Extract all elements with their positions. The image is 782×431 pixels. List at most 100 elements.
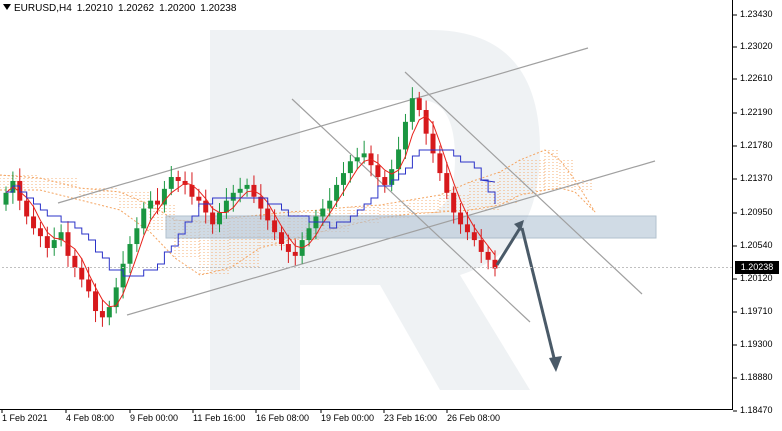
chart-header: EURUSD,H4 1.20210 1.20262 1.20200 1.20238 [3,3,236,14]
candle-body [485,251,491,260]
y-tick-label: 1.22610 [740,73,773,83]
candle-body [106,307,112,318]
channel-lower-line [126,160,656,316]
candle-body [86,279,92,292]
watermark-logo [210,30,540,390]
candle-body [444,173,450,193]
candle-body [492,259,498,269]
candle-body [175,177,181,181]
candle-body [24,200,30,217]
candle-body [127,244,133,264]
high-value: 1.20262 [117,3,155,14]
y-tick-label: 1.22190 [740,107,773,117]
symbol-label: EURUSD,H4 [14,3,72,14]
x-tick-label: 23 Feb 16:00 [384,413,438,423]
y-tick-label: 1.18880 [740,372,773,382]
close-value: 1.20238 [200,3,237,14]
forecast-up-line [495,227,522,266]
y-tick-label: 1.19710 [740,306,773,316]
candle-body [203,200,209,213]
candle-body [382,177,388,185]
candle-body [113,287,119,308]
candle-body [423,110,429,134]
candle-body [99,311,105,318]
candle-body [347,161,353,174]
y-tick-label: 1.20950 [740,207,773,217]
x-tick-label: 26 Feb 08:00 [447,413,501,423]
candle-body [375,165,381,178]
candle-body [217,212,223,225]
candle-body [478,240,484,252]
candle-body [134,228,140,245]
candle-body [196,196,202,201]
y-tick-label: 1.23430 [740,9,773,19]
candle-body [161,188,167,205]
x-tick-label: 16 Feb 08:00 [256,413,310,423]
candle-body [237,188,243,193]
y-tick-label: 1.23020 [740,41,773,51]
candle-body [389,169,395,185]
candle-body [396,149,402,170]
candle-body [354,157,360,162]
tenkan-sen-line [5,115,496,308]
x-tick-label: 4 Feb 08:00 [66,413,115,423]
descending-line-1 [291,98,531,323]
candle-body [265,208,271,221]
y-tick-label: 1.21370 [740,173,773,183]
low-value: 1.20200 [159,3,196,14]
candle-body [244,184,250,189]
candle-body [37,228,43,237]
x-tick-label: 9 Feb 00:00 [130,413,179,423]
candle-body [320,208,326,217]
candle-body [292,251,298,256]
candle-body [471,232,477,241]
senkou-span-b [0,187,596,276]
candle-body [409,98,415,122]
candle-body [155,200,161,205]
candle-body [51,240,57,248]
candle-body [210,212,216,225]
candle-body [189,184,195,197]
resistance-zone [165,215,657,239]
candle-body [458,212,464,225]
y-tick-label: 1.20120 [740,273,773,283]
candle-body [306,228,312,241]
candle-body [3,192,9,205]
kijun-tail [479,179,496,183]
senkou-span-a [0,149,596,223]
candle-body [334,184,340,201]
open-value: 1.20210 [76,3,113,14]
y-tick-label: 1.21780 [740,140,773,150]
candle-body [285,244,291,252]
candle-body [230,192,236,201]
candle-body [31,216,37,229]
y-tick-label: 1.18470 [740,405,773,415]
y-tick-label: 1.19300 [740,339,773,349]
candle-body [272,220,278,233]
x-tick-label: 1 Feb 2021 [2,413,48,423]
candle-body [44,236,50,248]
candle-body [258,196,264,209]
candle-body [79,267,85,280]
x-tick-label: 11 Feb 16:00 [193,413,246,423]
candle-body [430,133,436,154]
candle-body [340,173,346,185]
candle-body [437,153,443,174]
candle-body [402,121,408,150]
candle-body [361,153,367,158]
candle-body [72,255,78,268]
candle-body [148,200,154,209]
channel-upper-line [57,47,589,204]
candle-body [416,98,422,111]
descending-line-2 [404,71,643,295]
kijun-sen-line [6,149,496,277]
candle-body [168,177,174,189]
candle-body [93,291,99,312]
candle-body [327,200,333,209]
dropdown-triangle-icon[interactable] [3,4,11,10]
candle-body [141,208,147,229]
current-price-badge: 1.20238 [735,261,779,274]
candle-body [451,192,457,213]
